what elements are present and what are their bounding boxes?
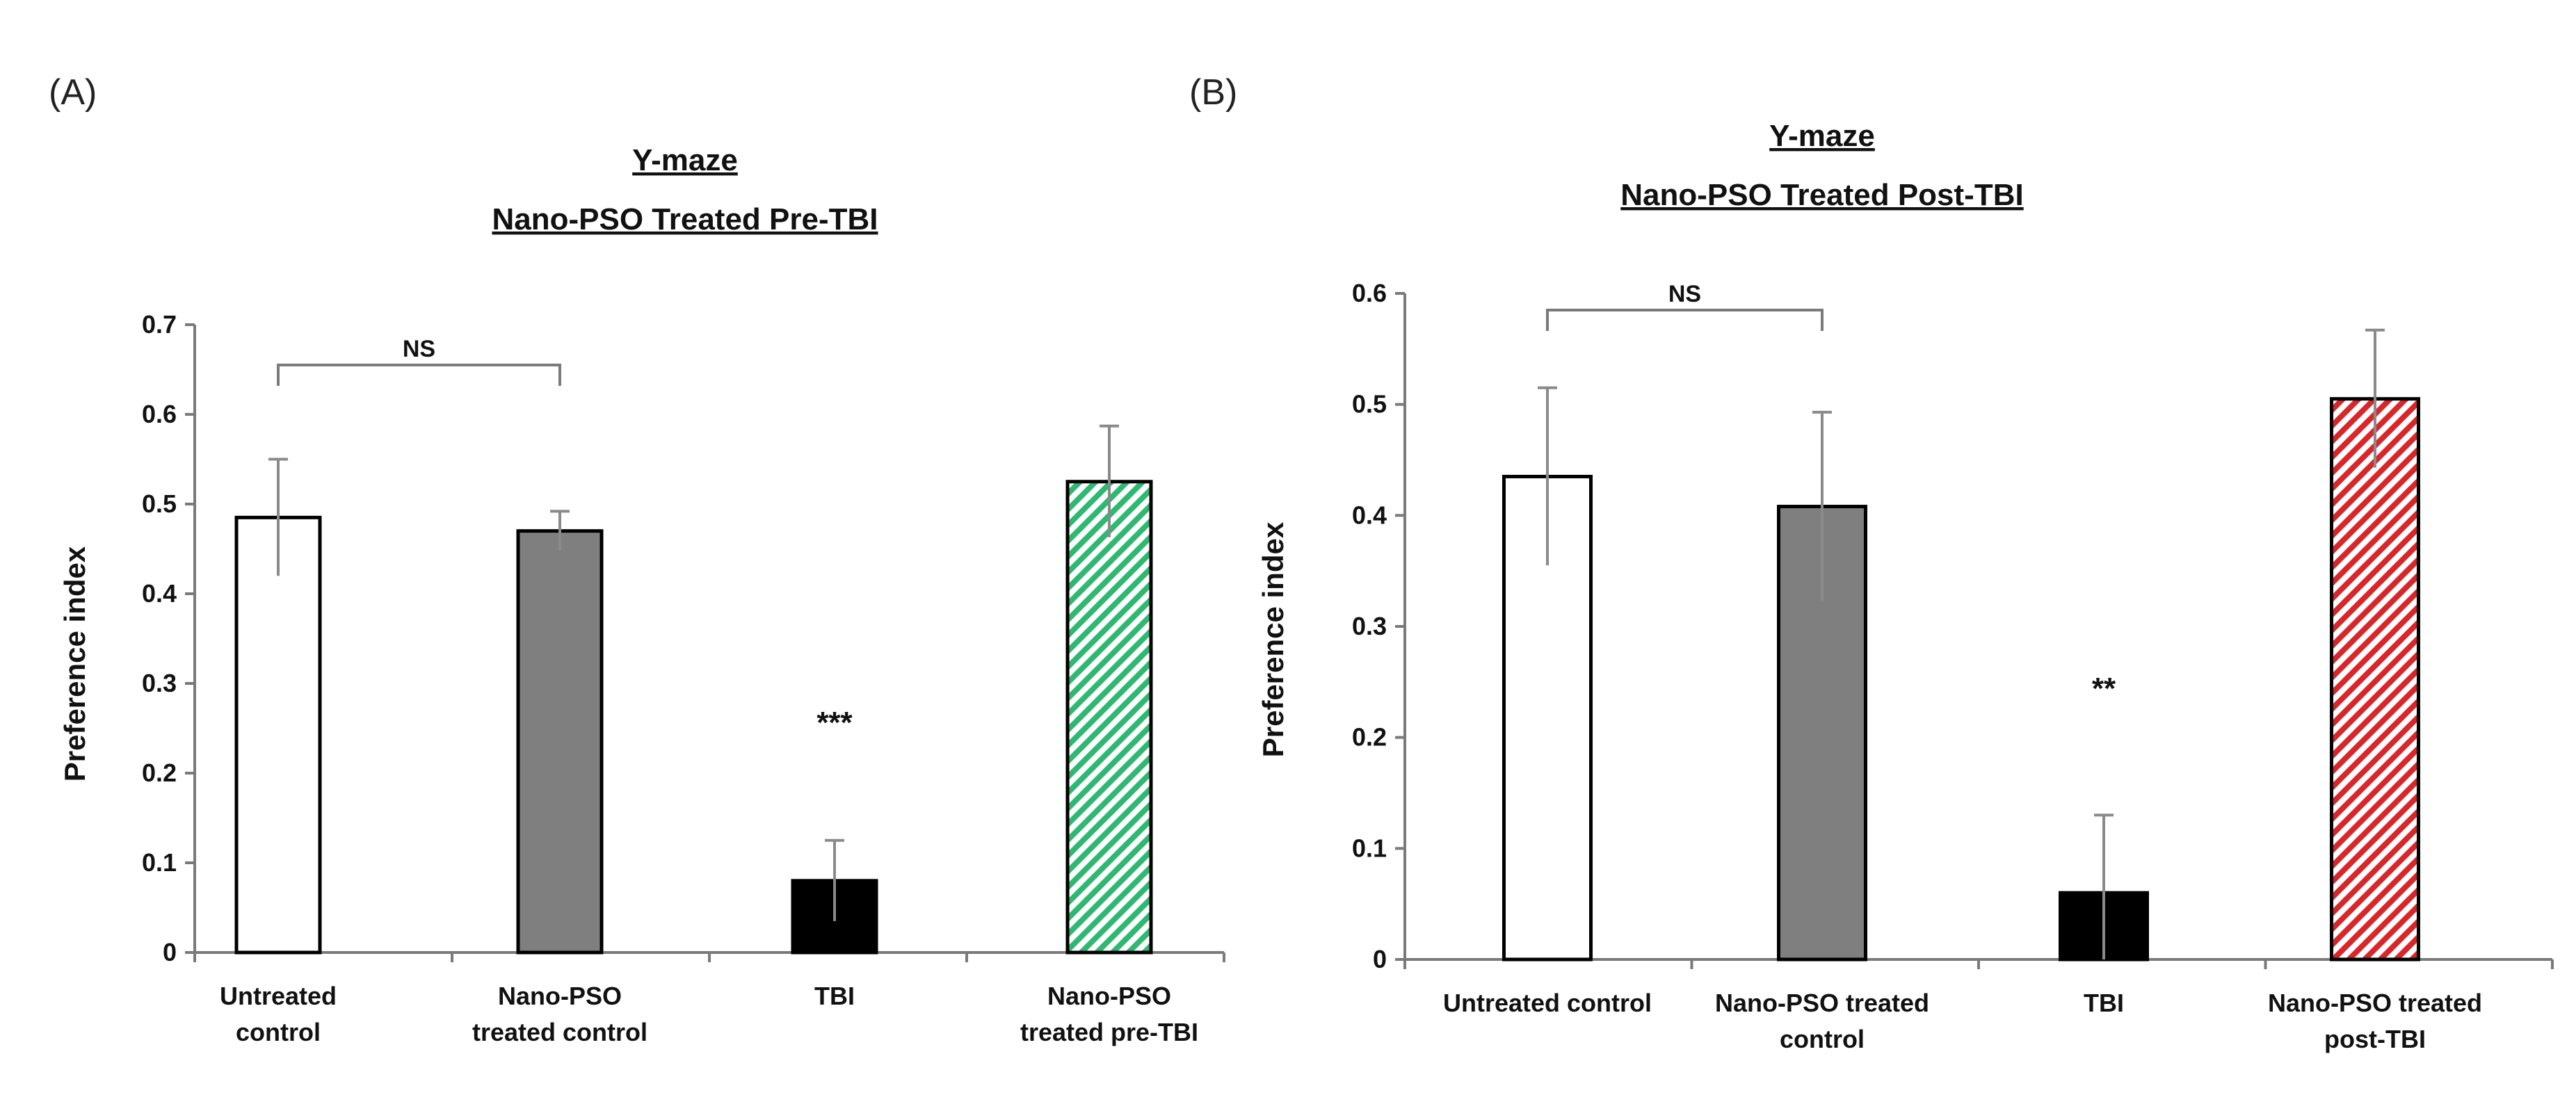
x-category-label: Nano-PSO treated control (1715, 989, 1929, 1053)
ns-label: NS (1668, 281, 1701, 307)
panel-label: (B) (1189, 72, 1237, 113)
x-category-label: Nano-PSO treated post-TBI (2268, 989, 2482, 1053)
panel-a: (A) Y-maze Nano-PSO Treated Pre-TBI Pref… (49, 72, 1225, 1046)
x-category-label: Untreated control (1443, 989, 1652, 1017)
y-tick-label: 0.6 (1352, 279, 1387, 307)
bar (1065, 480, 1153, 955)
plot-area: 0 0.1 0.2 0.3 0.4 0.5 0.6 Untreated control Nano… (1352, 279, 2554, 1053)
y-tick-label: 0 (163, 938, 177, 966)
y-tick-label: 0.1 (142, 848, 177, 877)
y-tick-label: 0.2 (142, 759, 177, 787)
y-tick-label: 0.4 (1352, 501, 1387, 529)
chart-title-line-2: Nano-PSO Treated Post-TBI (1620, 178, 2023, 212)
x-category-label: TBI (814, 982, 855, 1010)
x-category-label: Untreated control (220, 982, 337, 1046)
x-category-label: Nano-PSO treated pre-TBI (1020, 982, 1198, 1046)
chart-title-line-1: Y-maze (1769, 119, 1875, 153)
bar (2330, 397, 2420, 962)
y-tick-label: 0.2 (1352, 723, 1387, 752)
significance-label: ** (2092, 672, 2116, 706)
y-tick-label: 0.1 (1352, 834, 1387, 862)
y-tick-label: 0 (1373, 945, 1387, 973)
y-tick-label: 0.6 (142, 400, 177, 428)
panel-label: (A) (49, 72, 97, 113)
y-tick-label: 0.3 (142, 669, 177, 697)
significance-label: *** (816, 706, 853, 740)
bar (234, 515, 322, 955)
y-tick-label: 0.7 (142, 310, 177, 339)
x-category-label: TBI (2084, 989, 2124, 1017)
y-tick-label: 0.4 (142, 579, 177, 608)
y-axis-label: Preference index (1257, 521, 1289, 757)
y-tick-label: 0.5 (142, 489, 177, 518)
y-tick-label: 0.3 (1352, 612, 1387, 640)
y-axis-label: Preference index (58, 546, 91, 781)
plot-area: 0 0.1 0.2 0.3 0.4 0.5 0.6 0.7 Untreated control Na… (142, 310, 1225, 1046)
ns-bracket (277, 364, 561, 387)
chart-title-line-2: Nano-PSO Treated Pre-TBI (492, 202, 878, 236)
panel-b: (B) Y-maze Nano-PSO Treated Post-TBI Pre… (1189, 72, 2554, 1053)
y-tick-label: 0.5 (1352, 390, 1387, 419)
ns-label: NS (403, 336, 435, 362)
x-category-label: Nano-PSO treated control (472, 982, 647, 1046)
ns-bracket (1546, 308, 1824, 331)
chart-title-line-1: Y-maze (632, 143, 738, 177)
bar (516, 529, 604, 955)
